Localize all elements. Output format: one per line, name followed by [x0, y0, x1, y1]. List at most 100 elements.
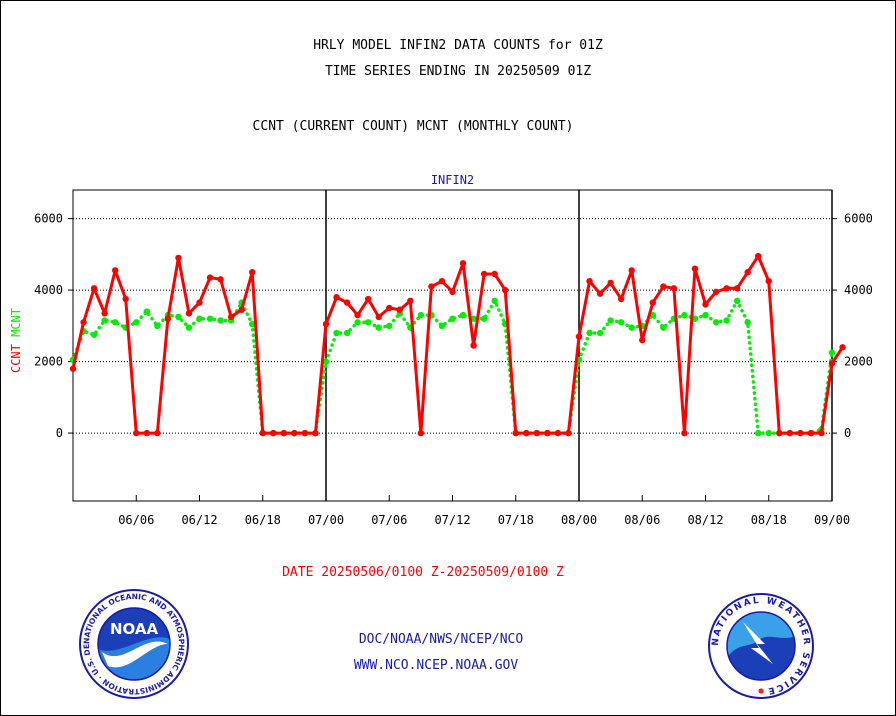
- data-point-mcnt: [586, 329, 593, 337]
- data-point-mcnt: [449, 315, 456, 322]
- x-tick-label: 08/12: [687, 513, 723, 527]
- data-point-ccnt: [185, 310, 193, 317]
- data-point-mcnt: [322, 358, 330, 365]
- data-point-mcnt: [723, 317, 730, 324]
- chart-subtitle: CCNT (CURRENT COUNT) MCNT (MONTHLY COUNT…: [252, 119, 574, 134]
- y-tick-label-right: 6000: [844, 212, 873, 226]
- chart-title-line1: HRLY MODEL INFIN2 DATA COUNTS for 01Z: [313, 38, 603, 53]
- data-point-ccnt: [438, 277, 446, 285]
- data-point-mcnt: [470, 315, 477, 322]
- data-point-ccnt: [143, 429, 150, 437]
- x-tick-label: 06/06: [118, 513, 154, 527]
- data-point-ccnt: [354, 311, 361, 319]
- x-tick-label: 07/00: [308, 513, 344, 527]
- data-point-mcnt: [249, 320, 256, 328]
- data-point-ccnt: [249, 269, 256, 276]
- data-point-ccnt: [628, 267, 635, 274]
- data-point-mcnt: [828, 349, 836, 356]
- data-point-mcnt: [691, 315, 699, 322]
- data-point-ccnt: [533, 429, 541, 437]
- data-point-ccnt: [428, 283, 435, 290]
- data-point-mcnt: [480, 315, 488, 322]
- y-tick-label-right: 0: [844, 426, 851, 440]
- data-point-ccnt: [596, 290, 604, 297]
- data-point-ccnt: [502, 286, 509, 294]
- doc-noaa-link[interactable]: DOC/NOAA/NWS/NCEP/NCO: [358, 632, 524, 647]
- data-point-ccnt: [154, 429, 161, 437]
- data-point-ccnt: [291, 429, 298, 437]
- data-point-ccnt: [818, 429, 825, 437]
- data-point-ccnt: [491, 270, 498, 278]
- data-point-mcnt: [364, 319, 372, 326]
- data-point-ccnt: [270, 429, 277, 437]
- data-point-ccnt: [544, 429, 551, 437]
- data-point-mcnt: [354, 319, 361, 326]
- data-point-ccnt: [617, 295, 625, 303]
- data-point-mcnt: [681, 311, 688, 319]
- data-point-mcnt: [596, 329, 604, 337]
- data-point-ccnt: [80, 319, 87, 326]
- x-tick-label: 08/18: [751, 513, 787, 527]
- data-point-ccnt: [301, 429, 309, 437]
- data-point-ccnt: [607, 279, 614, 287]
- data-point-ccnt: [206, 274, 214, 281]
- data-point-ccnt: [755, 252, 762, 260]
- data-point-ccnt: [480, 270, 488, 278]
- data-point-ccnt: [797, 429, 804, 437]
- data-point-mcnt: [90, 331, 98, 338]
- data-point-ccnt: [90, 285, 98, 292]
- data-point-ccnt: [133, 429, 140, 437]
- data-point-mcnt: [712, 319, 720, 326]
- y-tick-label-right: 4000: [844, 283, 873, 297]
- data-point-ccnt: [259, 429, 266, 437]
- y-tick-label-left: 6000: [34, 212, 63, 226]
- x-tick-label: 08/06: [624, 513, 660, 527]
- data-point-ccnt: [101, 310, 108, 317]
- data-point-mcnt: [343, 329, 351, 337]
- data-point-mcnt: [702, 311, 709, 319]
- chart-station-title: INFIN2: [431, 173, 474, 187]
- x-tick-label: 07/06: [371, 513, 407, 527]
- data-point-mcnt: [386, 322, 393, 330]
- data-point-ccnt: [670, 285, 678, 292]
- data-point-mcnt: [459, 311, 467, 319]
- data-point-ccnt: [122, 295, 129, 303]
- data-point-mcnt: [217, 317, 224, 324]
- y-axis-label-mcnt: MCNT: [9, 308, 23, 337]
- data-point-ccnt: [333, 294, 340, 301]
- series-line-ccnt: [71, 254, 844, 435]
- y-tick-label-left: 0: [56, 426, 63, 440]
- data-point-ccnt: [312, 429, 319, 437]
- x-tick-label: 09/00: [814, 513, 850, 527]
- data-point-ccnt: [712, 288, 720, 296]
- data-point-ccnt: [776, 429, 783, 437]
- data-point-ccnt: [69, 365, 77, 372]
- data-point-ccnt: [470, 342, 477, 349]
- data-point-mcnt: [206, 315, 214, 322]
- y-axis-label-ccnt: CCNT: [9, 337, 23, 373]
- data-point-ccnt: [512, 429, 519, 437]
- data-point-ccnt: [649, 299, 656, 306]
- data-point-ccnt: [523, 429, 530, 437]
- x-tick-label: 06/12: [181, 513, 217, 527]
- data-point-ccnt: [449, 288, 456, 296]
- data-point-ccnt: [839, 344, 846, 351]
- data-point-mcnt: [185, 324, 193, 331]
- data-point-mcnt: [744, 319, 751, 326]
- nco-website-link[interactable]: WWW.NCO.NCEP.NOAA.GOV: [353, 658, 519, 673]
- data-point-ccnt: [702, 301, 709, 308]
- data-point-ccnt: [691, 265, 699, 272]
- data-point-mcnt: [133, 319, 140, 326]
- date-range-label: DATE 20250506/0100 Z-20250509/0100 Z: [282, 565, 564, 580]
- data-point-ccnt: [111, 267, 119, 274]
- data-point-ccnt: [364, 295, 372, 303]
- y-tick-label-left: 4000: [34, 283, 63, 297]
- data-point-ccnt: [227, 313, 235, 321]
- data-point-ccnt: [322, 320, 330, 328]
- x-tick-label: 06/18: [245, 513, 281, 527]
- data-point-mcnt: [196, 315, 203, 322]
- data-point-mcnt: [111, 319, 119, 326]
- y-axis-label: CCNT MCNT: [9, 308, 23, 373]
- data-point-mcnt: [765, 429, 772, 437]
- data-point-ccnt: [238, 306, 245, 313]
